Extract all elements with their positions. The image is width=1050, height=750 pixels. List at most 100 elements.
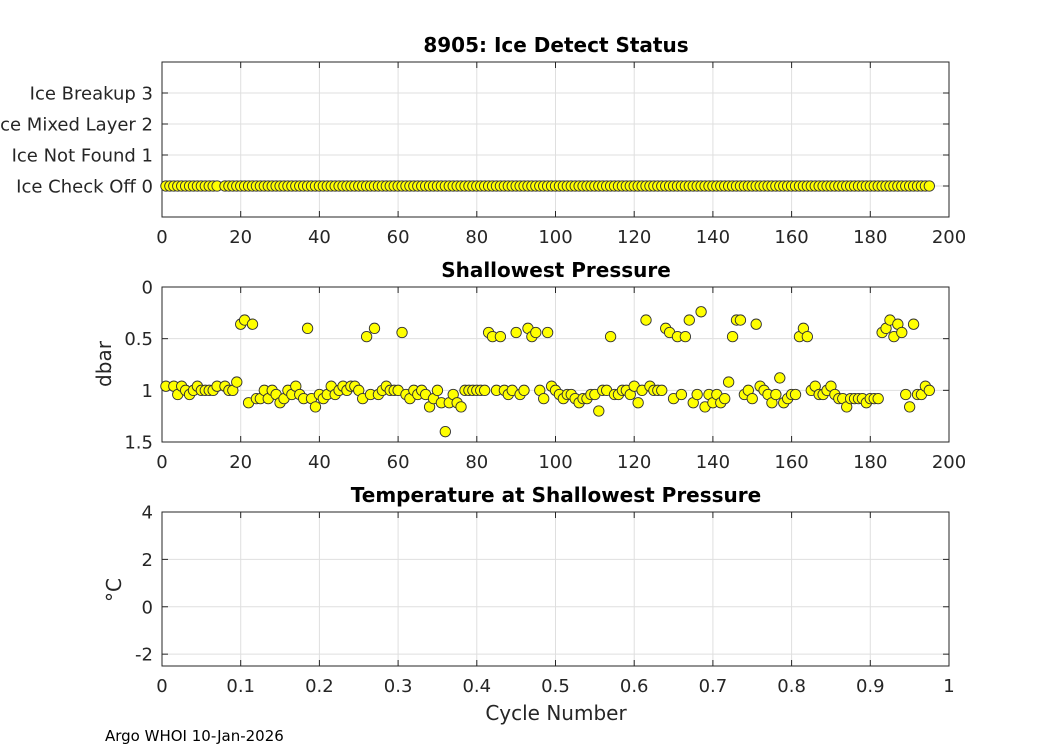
y-tick-label: Ice Not Found 1 xyxy=(12,146,153,167)
x-tick-label: 1 xyxy=(943,676,954,697)
x-tick-label: 120 xyxy=(617,452,651,473)
x-tick-label: 200 xyxy=(932,227,966,248)
x-tick-label: 0.9 xyxy=(856,676,885,697)
data-point xyxy=(541,326,554,339)
y-tick-label: Ice Mixed Layer 2 xyxy=(0,115,153,136)
x-tick-label: 160 xyxy=(774,227,808,248)
y-tick-label: Ice Breakup 3 xyxy=(30,84,153,105)
x-tick-label: 0 xyxy=(156,227,167,248)
x-tick-label: 140 xyxy=(696,452,730,473)
data-point xyxy=(719,392,731,405)
data-point xyxy=(640,314,652,326)
data-point xyxy=(900,388,912,401)
data-point xyxy=(774,372,786,384)
data-point xyxy=(683,314,695,326)
y-tick-label: 1 xyxy=(142,381,153,402)
data-point xyxy=(510,326,522,339)
data-point xyxy=(872,392,884,405)
x-tick-label: 0 xyxy=(156,452,167,473)
data-point xyxy=(494,330,507,343)
data-point xyxy=(896,326,908,339)
data-point xyxy=(518,384,530,396)
x-tick-label: 80 xyxy=(465,452,488,473)
data-point xyxy=(679,330,692,343)
x-tick-label: 80 xyxy=(465,227,488,248)
data-point xyxy=(691,388,703,401)
x-axis-label: Cycle Number xyxy=(485,701,627,725)
data-point xyxy=(538,392,550,405)
data-point xyxy=(246,318,259,330)
y-tick-label: Ice Check Off 0 xyxy=(16,177,153,198)
x-tick-label: 0 xyxy=(156,676,167,697)
data-point xyxy=(632,397,644,409)
data-point xyxy=(789,388,802,401)
x-tick-label: 120 xyxy=(617,227,651,248)
x-tick-label: 60 xyxy=(387,452,410,473)
x-tick-label: 0.2 xyxy=(305,676,334,697)
data-point xyxy=(604,330,617,343)
data-point xyxy=(770,388,782,401)
y-tick-label: 2 xyxy=(142,550,153,571)
data-point xyxy=(360,330,373,343)
data-point xyxy=(722,376,735,388)
x-tick-label: 20 xyxy=(229,452,252,473)
x-tick-label: 40 xyxy=(308,452,331,473)
data-point xyxy=(726,330,739,343)
x-tick-label: 0.5 xyxy=(541,676,570,697)
x-tick-label: 0.8 xyxy=(777,676,806,697)
x-tick-label: 40 xyxy=(308,227,331,248)
data-point xyxy=(801,330,813,343)
y-tick-label: 0 xyxy=(142,597,153,618)
data-point xyxy=(746,392,758,405)
data-point xyxy=(231,376,243,388)
y-tick-label: 1.5 xyxy=(124,433,153,454)
x-tick-label: 0.7 xyxy=(699,676,728,697)
data-point xyxy=(530,326,542,339)
data-point xyxy=(431,384,444,396)
x-tick-label: 100 xyxy=(538,452,572,473)
x-tick-label: 200 xyxy=(932,452,966,473)
shallowest-pressure-title: Shallowest Pressure xyxy=(441,258,671,282)
data-point xyxy=(923,180,935,192)
data-point xyxy=(479,384,491,396)
data-point xyxy=(734,314,747,326)
data-point xyxy=(368,322,381,334)
pressure-y-label: dbar xyxy=(92,340,116,387)
data-point xyxy=(695,306,707,318)
footer-credit: Argo WHOI 10-Jan-2026 xyxy=(105,727,284,745)
data-point xyxy=(593,405,605,417)
ice-status-title: 8905: Ice Detect Status xyxy=(423,33,688,57)
ice-status-axes: 0 20 40 60 80 100 120 140 160 180 200 Ice Check Off… xyxy=(0,61,966,248)
shallowest-pressure-axes: 0 20 40 60 80 100 120 140 160 180 200 0 0.5 1 1.5 xyxy=(124,278,966,474)
temperature-y-label: °C xyxy=(102,578,126,602)
y-tick-label: 4 xyxy=(142,503,153,524)
x-tick-label: 140 xyxy=(696,227,730,248)
y-tick-label: -2 xyxy=(135,645,153,666)
data-point xyxy=(656,384,668,396)
x-tick-label: 60 xyxy=(387,227,410,248)
data-point xyxy=(309,401,322,413)
data-point xyxy=(675,388,688,401)
temperature-title: Temperature at Shallowest Pressure xyxy=(351,483,761,507)
x-tick-label: 0.4 xyxy=(462,676,491,697)
x-tick-label: 0.1 xyxy=(226,676,255,697)
data-point xyxy=(439,426,451,438)
x-tick-label: 0.3 xyxy=(384,676,413,697)
data-point xyxy=(923,384,935,396)
data-point xyxy=(301,322,314,334)
data-point xyxy=(455,401,467,413)
data-point xyxy=(907,318,920,330)
data-point xyxy=(904,401,916,413)
x-tick-label: 160 xyxy=(774,452,808,473)
x-tick-label: 180 xyxy=(853,452,887,473)
data-point xyxy=(396,326,408,339)
x-tick-label: 0.6 xyxy=(620,676,649,697)
x-tick-label: 180 xyxy=(853,227,887,248)
data-point xyxy=(750,318,762,330)
y-tick-label: 0 xyxy=(142,278,153,299)
y-tick-label: 0.5 xyxy=(124,329,153,350)
x-tick-label: 100 xyxy=(538,227,572,248)
x-tick-label: 20 xyxy=(229,227,252,248)
